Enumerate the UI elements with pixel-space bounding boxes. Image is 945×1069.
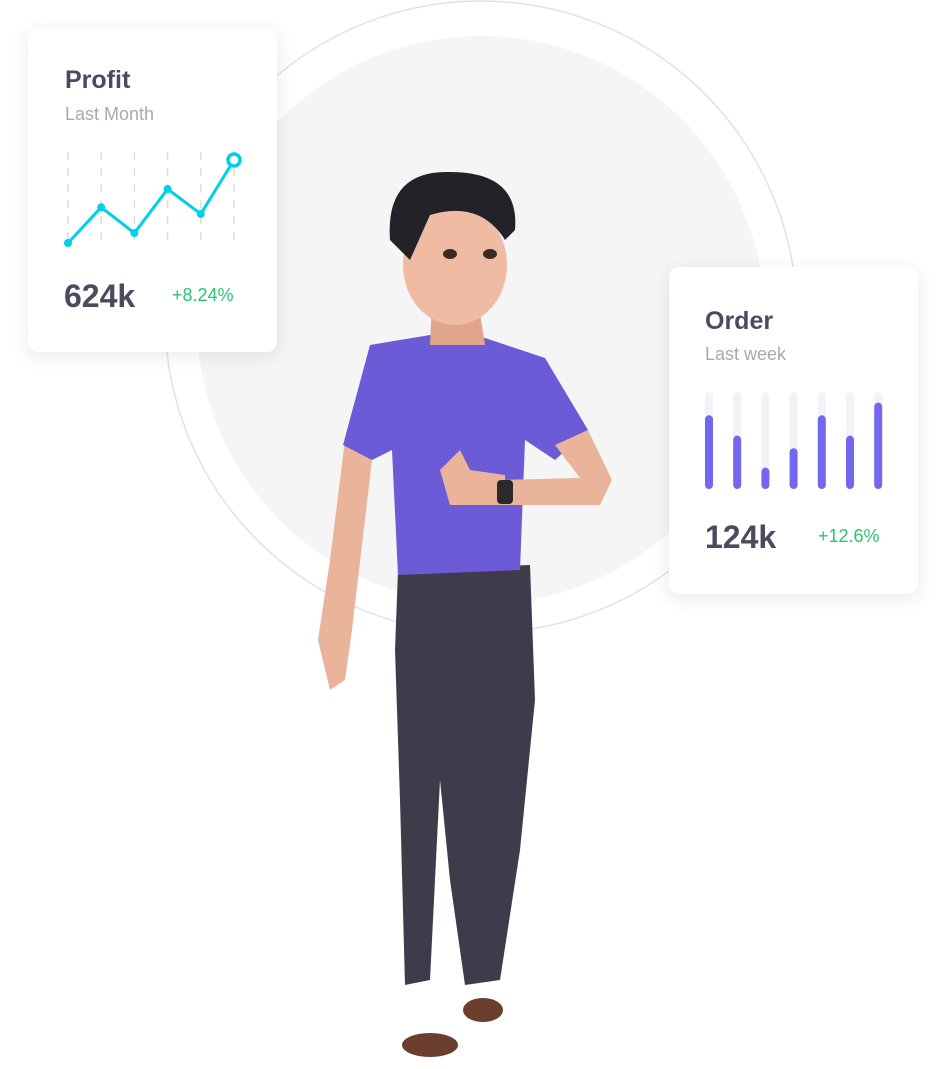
data-point bbox=[196, 209, 205, 218]
order-subtitle: Last week bbox=[705, 344, 787, 364]
data-point bbox=[130, 229, 139, 238]
order-card: Order Last week 124k +12.6% bbox=[669, 267, 918, 594]
profit-value: 624k bbox=[64, 278, 136, 314]
order-bar-chart bbox=[705, 392, 883, 489]
bar bbox=[789, 448, 798, 489]
profit-subtitle: Last Month bbox=[65, 104, 155, 124]
data-point bbox=[64, 239, 72, 247]
profit-line bbox=[66, 159, 236, 245]
order-title: Order bbox=[705, 307, 774, 335]
bar bbox=[874, 402, 883, 489]
bar bbox=[846, 435, 854, 489]
bar bbox=[761, 467, 770, 489]
man-figure bbox=[318, 171, 612, 1057]
profit-card: Profit Last Month 624k +8.24% bbox=[28, 28, 277, 352]
data-point bbox=[97, 203, 106, 212]
bar-track bbox=[761, 392, 770, 489]
order-change: +12.6% bbox=[818, 526, 880, 546]
bar bbox=[733, 435, 742, 489]
data-point bbox=[163, 185, 172, 194]
profit-line-chart bbox=[64, 152, 242, 248]
bar bbox=[705, 415, 713, 489]
data-point-last bbox=[226, 152, 242, 168]
profit-title: Profit bbox=[65, 66, 131, 94]
order-value: 124k bbox=[705, 519, 777, 555]
bar bbox=[817, 415, 826, 489]
profit-change: +8.24% bbox=[172, 285, 234, 305]
